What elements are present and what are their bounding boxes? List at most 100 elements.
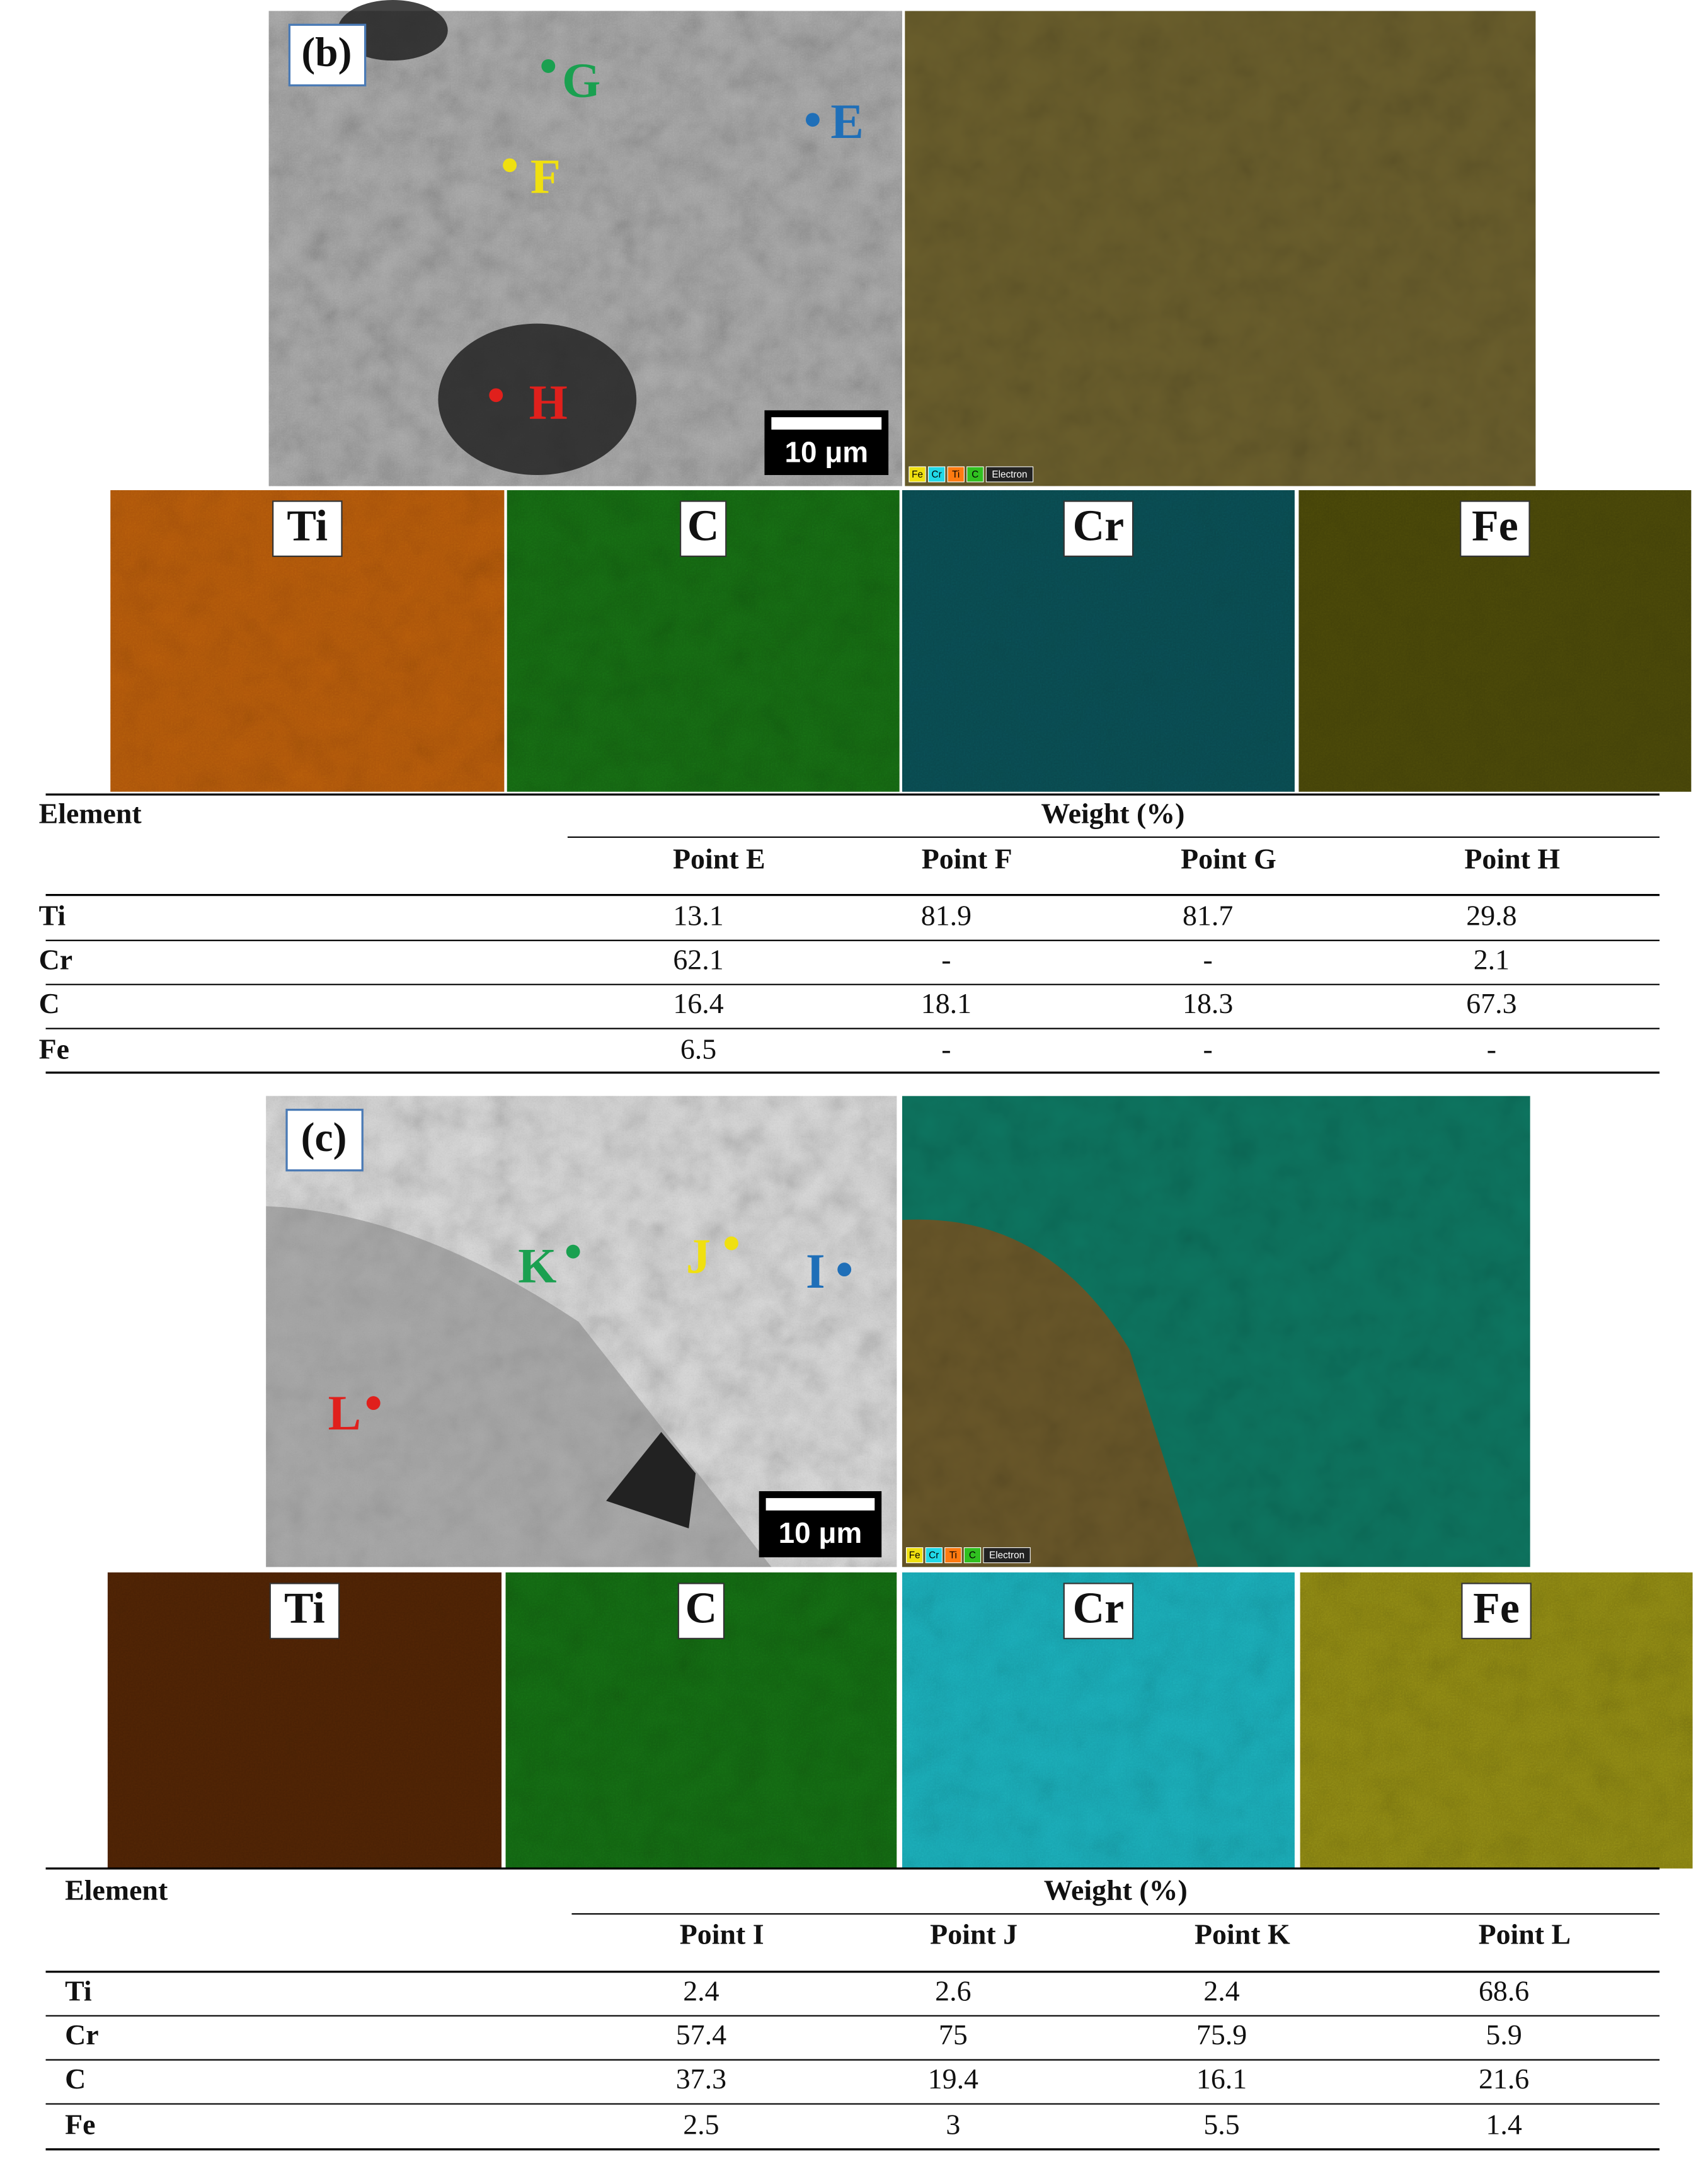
element-map-label-box <box>1063 500 1134 558</box>
table-row-header: Ti <box>65 1974 92 2007</box>
table-row-header: Ti <box>39 899 66 931</box>
element-map-label-box <box>272 500 343 558</box>
scale-bar <box>765 1498 875 1511</box>
point-marker <box>541 59 556 73</box>
element-map-label-box <box>269 1583 340 1639</box>
point-marker <box>837 1263 852 1277</box>
point-marker <box>806 113 820 127</box>
panel: (b) G E F H 10 μm Fe Cr Ti C Electron Ti C Cr Fe Elemen… <box>39 0 1692 1074</box>
table-row-header: Cr <box>39 943 73 975</box>
point-label: F <box>530 150 561 205</box>
pore <box>438 323 637 476</box>
table-cell: 18.3 <box>1183 987 1233 1019</box>
table-cell: 6.5 <box>680 1033 716 1065</box>
crack <box>606 1432 696 1529</box>
overlay-legend-swatch <box>963 1547 982 1564</box>
table-cell: 57.4 <box>676 2019 726 2051</box>
point-label: K <box>518 1239 556 1293</box>
table-cell: 16.1 <box>1196 2063 1247 2095</box>
table-cell: 81.9 <box>921 899 971 931</box>
point-marker <box>503 158 517 173</box>
overlay-legend-swatch <box>985 466 1034 483</box>
overlay-legend-label: Cr <box>932 469 942 480</box>
point-marker <box>366 1396 381 1411</box>
table-column-header: Point E <box>673 843 765 875</box>
panel-label-box <box>285 1108 364 1172</box>
table-cell: 3 <box>946 2108 960 2140</box>
table-group-header: Weight (%) <box>1041 798 1184 830</box>
table-cell: 16.4 <box>673 987 723 1019</box>
overlay-legend-label: Fe <box>909 1550 920 1561</box>
table-group-header: Weight (%) <box>1044 1874 1188 1906</box>
point-label: J <box>686 1229 711 1284</box>
point-label: L <box>328 1386 361 1441</box>
table-cell: 21.6 <box>1479 2063 1529 2095</box>
scale-bar-label: 10 μm <box>784 435 868 468</box>
table-cell: 81.7 <box>1183 899 1233 931</box>
table-column-header: Point H <box>1464 843 1560 875</box>
table-cell: 2.5 <box>683 2108 719 2140</box>
overlay-legend-label: Ti <box>952 469 960 480</box>
table-column-header: Point L <box>1479 1918 1571 1950</box>
table-cell: 13.1 <box>673 899 723 931</box>
overlay-legend-label: C <box>971 469 978 480</box>
overlay-legend-label: C <box>969 1550 976 1561</box>
element-map-label-box <box>1461 1583 1532 1639</box>
point-label: E <box>830 94 863 149</box>
element-map-label-box <box>677 1583 725 1639</box>
table-cell: 18.1 <box>921 987 971 1019</box>
overlay-legend-label: Cr <box>929 1550 939 1561</box>
element-map-label: Fe <box>1472 501 1518 550</box>
panel-label: (b) <box>301 30 352 76</box>
table-cell: 2.4 <box>683 1974 719 2007</box>
element-map-label-box <box>1063 1583 1134 1639</box>
table-cell: 5.9 <box>1486 2019 1522 2051</box>
table-cell: 2.6 <box>935 1974 971 2007</box>
overlay-legend-label: Ti <box>949 1550 957 1561</box>
table-cell: - <box>941 943 951 975</box>
table-cell: 2.4 <box>1203 1974 1239 2007</box>
overlay-legend-swatch <box>906 1547 924 1564</box>
element-map-label: Ti <box>287 501 328 550</box>
element-map-label-box <box>680 500 727 558</box>
table-row-header: Fe <box>39 1033 69 1065</box>
element-map-label: Fe <box>1473 1584 1520 1632</box>
table-cell: 75.9 <box>1196 2019 1247 2051</box>
table-cell: 75 <box>939 2019 968 2051</box>
overlay-texture <box>905 11 1536 486</box>
point-label: G <box>562 54 600 108</box>
table-cell: 62.1 <box>673 943 723 975</box>
table-column-header: Point G <box>1181 843 1276 875</box>
overlay-legend-label: Electron <box>989 1550 1024 1561</box>
table-column-header: Point I <box>680 1918 764 1950</box>
scale-bar-label: 10 μm <box>779 1516 863 1549</box>
overlay-legend-swatch <box>947 466 965 483</box>
table-cell: - <box>941 1033 951 1065</box>
table-cell: 1.4 <box>1486 2108 1522 2140</box>
panel-label-box <box>288 23 367 87</box>
table-cell: - <box>1203 1033 1213 1065</box>
panel: (c) K J I L 10 μm Fe Cr Ti C Electron Ti C Cr Fe Elemen… <box>45 1096 1693 2151</box>
table-column-header: Point F <box>922 843 1012 875</box>
table-column-header: Point J <box>930 1918 1017 1950</box>
table-row-header: Cr <box>65 2019 98 2051</box>
table-cell: 68.6 <box>1479 1974 1529 2007</box>
table-cell: 67.3 <box>1466 987 1516 1019</box>
overlay-legend-swatch <box>944 1547 962 1564</box>
table-cell: 2.1 <box>1474 943 1510 975</box>
table-row-header: Fe <box>65 2108 95 2140</box>
overlay-legend-swatch <box>908 466 926 483</box>
point-label: H <box>529 375 568 430</box>
overlay-texture <box>902 1096 1530 1567</box>
overlay-legend-swatch <box>927 466 946 483</box>
table-cell: 37.3 <box>676 2063 726 2095</box>
overlay-legend-label: Electron <box>992 469 1027 480</box>
table-cell: 29.8 <box>1466 899 1516 931</box>
table-cell: 5.5 <box>1203 2108 1239 2140</box>
overlay-legend-swatch <box>925 1547 943 1564</box>
overlay-legend-label: Fe <box>912 469 923 480</box>
element-map-label-box <box>1460 500 1530 558</box>
table-column-header: Point K <box>1195 1918 1290 1950</box>
